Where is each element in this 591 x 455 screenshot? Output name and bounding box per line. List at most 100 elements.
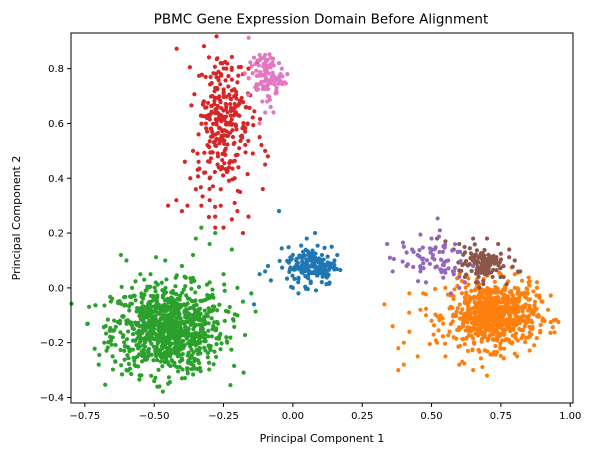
data-point (226, 84, 231, 89)
data-point (335, 252, 340, 258)
data-point (396, 346, 401, 351)
data-point (186, 313, 191, 319)
data-point (442, 341, 448, 346)
data-point (516, 298, 522, 303)
data-point (160, 288, 165, 293)
data-point (183, 284, 188, 289)
data-point (502, 328, 507, 333)
data-point (472, 319, 477, 324)
data-point (143, 288, 148, 293)
data-point (225, 121, 230, 127)
data-point (270, 78, 275, 83)
data-point (155, 341, 160, 346)
data-point (272, 82, 277, 87)
data-point (220, 151, 225, 157)
data-point (145, 336, 150, 341)
data-point (421, 261, 426, 266)
data-point (220, 157, 225, 163)
data-point (522, 305, 527, 310)
data-point (457, 327, 462, 332)
data-point (230, 121, 235, 127)
series-4 (242, 35, 290, 126)
data-point (164, 317, 169, 322)
data-point (140, 304, 146, 309)
data-point (224, 335, 229, 340)
data-point (153, 313, 158, 319)
data-point (457, 249, 463, 254)
data-point (390, 324, 395, 329)
data-point (257, 135, 262, 140)
data-point (232, 101, 237, 107)
data-point (208, 74, 213, 80)
data-point (490, 325, 495, 331)
data-point (176, 369, 181, 374)
data-point (215, 308, 220, 313)
data-point (154, 334, 160, 339)
data-point (527, 348, 532, 353)
data-point (475, 322, 480, 327)
data-point (132, 358, 137, 364)
data-point (223, 78, 228, 83)
data-point (322, 245, 327, 251)
data-point (213, 328, 219, 333)
data-point (475, 331, 480, 336)
data-point (197, 306, 203, 311)
data-point (163, 354, 168, 360)
data-point (300, 260, 305, 265)
data-point (401, 362, 406, 367)
data-point (228, 130, 233, 135)
data-point (279, 66, 284, 71)
data-point (254, 68, 259, 73)
data-point (261, 84, 266, 89)
data-point (125, 318, 130, 323)
data-point (527, 330, 532, 335)
data-point (185, 296, 190, 301)
data-point (481, 254, 487, 259)
data-point (497, 324, 502, 330)
data-point (215, 103, 220, 108)
data-point (146, 321, 151, 326)
data-point (404, 263, 409, 269)
data-point (69, 301, 74, 306)
data-point (167, 334, 172, 339)
data-point (118, 330, 123, 335)
data-point (249, 63, 254, 69)
data-point (479, 263, 485, 268)
data-point (246, 76, 251, 81)
data-point (251, 302, 257, 307)
data-point (165, 203, 171, 208)
data-point (332, 258, 337, 263)
data-point (527, 303, 532, 308)
data-point (241, 120, 246, 126)
data-point (151, 326, 157, 331)
data-point (210, 150, 215, 155)
data-point (259, 142, 264, 148)
data-point (246, 138, 251, 143)
data-point (264, 68, 269, 73)
data-point (401, 340, 406, 345)
data-point (92, 346, 97, 351)
data-point (492, 261, 497, 266)
data-point (242, 332, 248, 338)
data-point (172, 304, 177, 309)
data-point (531, 307, 536, 312)
data-point (204, 126, 209, 131)
data-point (494, 334, 499, 339)
data-point (121, 314, 126, 319)
data-point (221, 91, 226, 96)
data-point (487, 312, 492, 318)
data-point (548, 330, 553, 335)
data-point (423, 280, 429, 285)
data-point (176, 330, 181, 335)
data-point (109, 342, 114, 347)
data-point (168, 297, 173, 303)
data-point (205, 350, 211, 356)
data-point (193, 290, 198, 295)
data-point (167, 347, 172, 352)
data-point (510, 296, 515, 302)
data-point (457, 274, 462, 280)
data-point (434, 264, 440, 269)
data-point (238, 64, 244, 70)
data-point (162, 338, 167, 343)
data-point (227, 304, 232, 310)
